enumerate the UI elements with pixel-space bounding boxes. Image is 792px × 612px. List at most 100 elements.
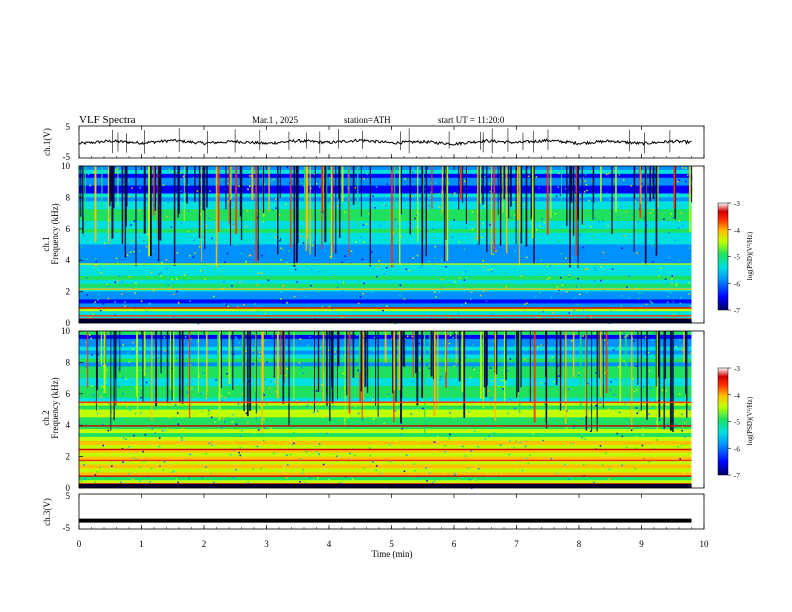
ch1-spectrogram-speckle — [465, 277, 468, 280]
ch2-spectrogram-speckle — [381, 349, 383, 352]
ch1-spectrogram-speckle — [641, 262, 644, 264]
time-tick-label: 4 — [327, 539, 332, 549]
ch1-spectrogram-speckle — [484, 175, 486, 178]
ch2-spectrogram-speckle — [238, 384, 241, 387]
ch1-spectrogram-speckle — [455, 289, 457, 292]
ch1-spectrogram-sferic — [581, 166, 583, 225]
ch2-spectrogram-speckle — [365, 343, 368, 345]
ch1-spectrogram-speckle — [666, 301, 669, 303]
ch2-spectrogram-speckle — [380, 434, 383, 437]
ch1-spectrogram-speckle — [199, 269, 202, 272]
ch2-spectrogram-speckle — [258, 422, 260, 425]
ch2-spectrogram-speckle — [315, 390, 318, 392]
ch2-spectrogram-speckle — [105, 384, 107, 387]
ch1-spectrogram-speckle — [427, 229, 429, 232]
ch1-spectrogram-speckle — [342, 281, 345, 284]
ch1-spectrogram-speckle — [280, 247, 282, 249]
ch1-spectrogram-sferic — [657, 166, 659, 208]
ch2-spectrogram-speckle — [400, 433, 403, 436]
ch2-spectrogram-speckle — [651, 339, 654, 342]
ch2-spectrogram-speckle — [506, 396, 509, 399]
ch2-spectrogram-speckle — [580, 417, 583, 420]
ch2-spectrogram-speckle — [598, 431, 601, 433]
ch1-spectrogram-speckle — [491, 235, 494, 238]
ch1-spectrogram-speckle — [656, 188, 659, 191]
ch2-spectrogram-speckle — [405, 385, 407, 387]
ch2-spectrogram-sferic — [605, 331, 608, 394]
ch1-spectrogram-sferic — [400, 166, 402, 214]
ch1-spectrogram-speckle — [293, 295, 296, 298]
ch1-spectrogram-speckle — [331, 308, 334, 310]
ch2-spectrogram-speckle — [621, 435, 624, 438]
ch1-spectrogram-sferic — [531, 166, 534, 239]
ch2-spectrogram-speckle — [213, 421, 216, 423]
ch2-spectrogram-speckle — [157, 357, 160, 360]
ch2-spectrogram-speckle — [440, 375, 442, 378]
ch1-spectrogram-speckle — [393, 220, 395, 222]
ch2-spectrogram-speckle — [97, 380, 100, 383]
ch2-spectrogram-speckle — [284, 375, 287, 377]
ch2-spectrogram-speckle — [199, 478, 202, 480]
ch1-spectrogram-speckle — [578, 293, 581, 296]
ch2-spectrogram-speckle — [509, 398, 512, 401]
ch2-spectrogram-speckle — [422, 407, 424, 410]
ch1-spectrogram-band — [79, 295, 692, 300]
ch2-spectrogram-speckle — [400, 422, 403, 424]
ch1-spectrogram-speckle — [134, 292, 136, 295]
ch1-spectrogram-speckle — [584, 268, 587, 271]
ch2-spectrogram-speckle — [477, 445, 479, 448]
ch2-spectrogram-speckle — [488, 435, 490, 438]
ch2-spectrogram-sferic — [155, 331, 157, 407]
ch2-spectrogram-sferic — [360, 331, 362, 392]
ch1-spectrogram-speckle — [280, 258, 282, 261]
ch1-spectrogram-band — [79, 166, 692, 171]
ch1-spectrogram-speckle — [246, 239, 249, 242]
ch1-spectrogram-speckle — [474, 237, 477, 240]
ch2-spectrogram-sferic — [348, 331, 351, 414]
ch2-spectrogram-speckle — [427, 420, 430, 423]
ch2-spectrogram-speckle — [428, 367, 431, 369]
ch1-spectrogram-speckle — [469, 236, 471, 238]
ch1-spectrogram-speckle — [285, 203, 287, 206]
ch2-spectrogram-speckle — [624, 402, 626, 405]
ch1-spectrogram-speckle — [364, 215, 366, 218]
station-label: station=ATH — [344, 115, 391, 125]
ch2-spectrogram-speckle — [520, 406, 523, 409]
ch2-spectrogram-sferic — [337, 331, 340, 367]
ch1-spectrogram-speckle — [685, 167, 687, 169]
ch2-spectrogram-speckle — [306, 405, 309, 408]
ch1-spectrogram-speckle — [416, 254, 419, 257]
ch1-spectrogram-speckle — [318, 186, 321, 188]
ch1-spectrogram-speckle — [129, 251, 132, 253]
ch2-spectrogram-speckle — [88, 334, 91, 336]
ch2-spectrogram-speckle — [241, 393, 244, 395]
ch1-spectrogram-speckle — [673, 282, 676, 285]
ch1-spectrogram-speckle — [234, 232, 236, 235]
ch2-spectrogram-speckle — [208, 409, 210, 412]
ch2-spectrogram-speckle — [435, 359, 437, 362]
ch2-spectrogram-speckle — [126, 405, 129, 408]
ch2-spectrogram-line — [79, 475, 692, 477]
ch1-spectrogram-speckle — [489, 190, 491, 193]
ch2-spectrogram-speckle — [305, 450, 308, 453]
ch1-spectrogram-speckle — [194, 227, 196, 230]
ch2-spectrogram-sferic — [113, 331, 115, 421]
ch1-spectrogram-speckle — [161, 261, 163, 264]
ch2-spectrogram-band — [79, 374, 692, 379]
ch2-spectrogram-speckle — [247, 481, 249, 484]
ch2-spectrogram-speckle — [555, 472, 558, 475]
ch1-spectrogram-speckle — [333, 234, 335, 237]
ch2-spectrogram-speckle — [143, 460, 145, 463]
ch2-spectrogram-sferic — [656, 331, 658, 430]
ch1-spectrogram-speckle — [182, 175, 185, 178]
ch2-spectrogram-sferic — [384, 331, 387, 363]
ch2-spectrogram-speckle — [536, 445, 539, 447]
ch2-spectrogram-sferic — [293, 331, 295, 397]
ch2-spectrogram-speckle — [666, 423, 668, 426]
ch2-spectrogram-speckle — [135, 386, 137, 388]
ch1-spectrogram-speckle — [248, 185, 251, 188]
ch1-spectrogram-speckle — [523, 224, 525, 227]
ch1-spectrogram-speckle — [675, 284, 678, 287]
ch1-spectrogram-speckle — [114, 314, 116, 316]
